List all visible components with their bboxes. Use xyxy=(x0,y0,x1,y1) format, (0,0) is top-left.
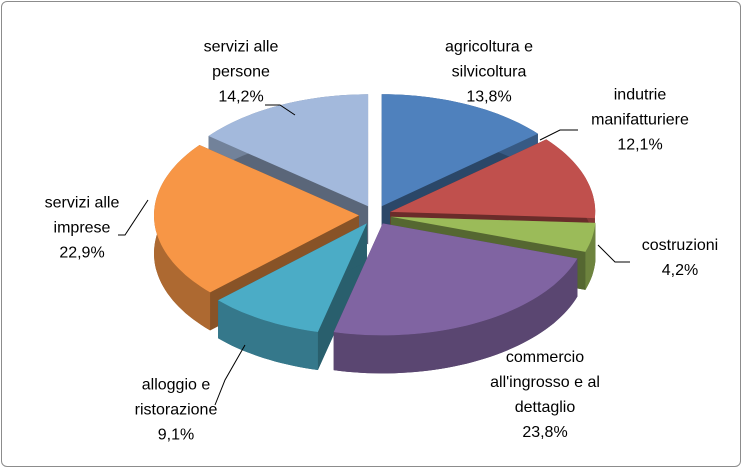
slice-top xyxy=(208,94,369,207)
slice-top xyxy=(390,216,596,252)
slice-top xyxy=(218,223,367,332)
value-label: 22,9% xyxy=(59,244,105,262)
category-name: indutrie manifatturiere xyxy=(591,86,689,129)
value-label: 9,1% xyxy=(157,426,195,444)
pie-slice xyxy=(218,223,367,370)
category-name: costruzioni xyxy=(641,237,719,254)
leader-line xyxy=(539,129,578,141)
value-label: 4,2% xyxy=(661,262,699,279)
category-name: alloggio e ristorazione xyxy=(134,376,218,419)
value-label: 23,8% xyxy=(522,424,568,441)
slice-top xyxy=(154,145,359,293)
value-label: 13,8% xyxy=(466,88,512,106)
slice-top xyxy=(381,94,538,207)
slice-wall xyxy=(585,222,596,290)
slice-top xyxy=(333,223,578,336)
slice-label: commercio all'ingrosso e al dettaglio 23,… xyxy=(470,345,620,445)
leader-line xyxy=(597,244,630,263)
category-name: commercio all'ingrosso e al dettaglio xyxy=(490,349,600,416)
leader-line xyxy=(118,199,149,236)
pie-slice xyxy=(333,223,578,374)
slice-label: costruzioni 4,2% xyxy=(625,233,735,283)
slice-wall xyxy=(333,258,578,374)
pie-slice xyxy=(154,145,359,331)
leader-line xyxy=(265,104,296,116)
leader-line xyxy=(214,344,246,406)
slice-label: agricoltura e silvicoltura 13,8% xyxy=(419,35,559,110)
slice-label: servizi alle imprese 22,9% xyxy=(32,191,132,266)
slice-label: indutrie manifatturiere 12,1% xyxy=(570,83,710,158)
slice-wall xyxy=(218,300,318,370)
category-name: servizi alle persone xyxy=(203,38,279,81)
category-name: agricoltura e silvicoltura xyxy=(444,38,534,81)
slice-top xyxy=(390,139,596,219)
category-name: servizi alle imprese xyxy=(44,194,120,237)
value-label: 12,1% xyxy=(617,136,663,154)
slice-label: servizi alle persone 14,2% xyxy=(186,35,296,110)
slice-label: alloggio e ristorazione 9,1% xyxy=(116,373,236,448)
value-label: 14,2% xyxy=(218,88,264,106)
